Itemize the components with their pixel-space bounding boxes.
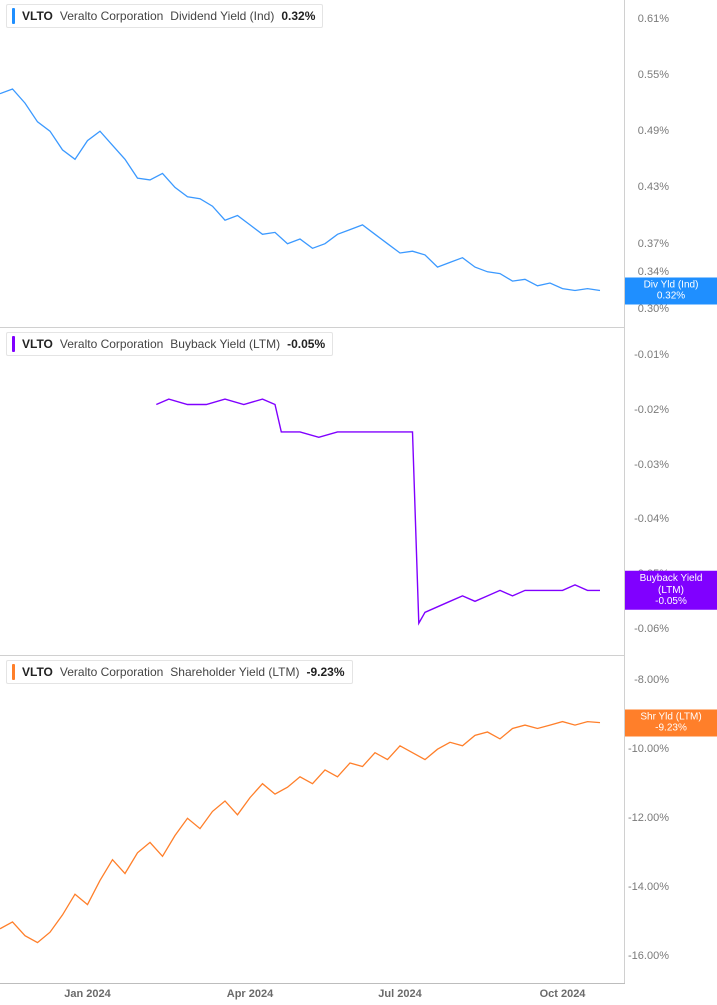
y-tick: -12.00% — [627, 812, 669, 824]
y-tick: 0.34% — [627, 266, 669, 278]
x-tick: Apr 2024 — [227, 988, 273, 1000]
panel-buyback[interactable]: -0.01% -0.02% -0.03% -0.04% -0.05% -0.06% Buyb… — [0, 328, 717, 656]
flag-value: 0.32% — [629, 291, 713, 303]
x-tick: Jan 2024 — [64, 988, 110, 1000]
y-tick: 0.30% — [627, 303, 669, 315]
legend-color-bar — [12, 8, 15, 24]
plot-dividend — [0, 0, 625, 328]
panel-shareholder[interactable]: -8.00% -10.00% -12.00% -14.00% -16.00% Shr Yl… — [0, 656, 717, 984]
y-tick: 0.49% — [627, 125, 669, 137]
legend-metric: Buyback Yield (LTM) — [170, 337, 280, 351]
flag-title: Div Yld (Ind) — [629, 279, 713, 291]
plot-shareholder — [0, 656, 625, 984]
value-flag-buyback: Buyback Yield (LTM)-0.05% — [625, 571, 717, 610]
flag-title: Shr Yld (LTM) — [629, 711, 713, 723]
legend-company: Veralto Corporation — [60, 665, 163, 679]
y-tick: -0.02% — [627, 404, 669, 416]
legend-buyback[interactable]: VLTO Veralto Corporation Buyback Yield (LT… — [6, 332, 333, 356]
y-tick: -8.00% — [627, 674, 669, 686]
y-tick: -16.00% — [627, 950, 669, 962]
y-tick: -0.04% — [627, 513, 669, 525]
legend-ticker: VLTO — [22, 337, 53, 351]
series-line — [156, 399, 600, 623]
value-flag-dividend: Div Yld (Ind)0.32% — [625, 277, 717, 304]
legend-value: -9.23% — [306, 665, 344, 679]
legend-company: Veralto Corporation — [60, 9, 163, 23]
y-tick: -10.00% — [627, 743, 669, 755]
legend-ticker: VLTO — [22, 665, 53, 679]
y-tick: -0.03% — [627, 459, 669, 471]
y-tick: -0.06% — [627, 623, 669, 635]
y-tick: -0.01% — [627, 349, 669, 361]
x-tick: Oct 2024 — [540, 988, 586, 1000]
legend-value: -0.05% — [287, 337, 325, 351]
x-axis: Jan 2024 Apr 2024 Jul 2024 Oct 2024 — [0, 983, 625, 1005]
legend-metric: Shareholder Yield (LTM) — [170, 665, 299, 679]
legend-color-bar — [12, 336, 15, 352]
flag-title: Buyback Yield (LTM) — [629, 573, 713, 596]
y-tick: -14.00% — [627, 881, 669, 893]
legend-color-bar — [12, 664, 15, 680]
value-flag-shareholder: Shr Yld (LTM)-9.23% — [625, 709, 717, 736]
chart-container: 0.61%0.55%0.49%0.43%0.37%0.34%0.30%Div Y… — [0, 0, 717, 1005]
y-tick: 0.43% — [627, 181, 669, 193]
y-tick: 0.37% — [627, 238, 669, 250]
y-tick: 0.55% — [627, 69, 669, 81]
plot-buyback — [0, 328, 625, 656]
series-line — [0, 89, 600, 291]
legend-company: Veralto Corporation — [60, 337, 163, 351]
y-tick: 0.61% — [627, 13, 669, 25]
x-tick: Jul 2024 — [378, 988, 421, 1000]
panel-dividend[interactable]: 0.61%0.55%0.49%0.43%0.37%0.34%0.30%Div Y… — [0, 0, 717, 328]
legend-dividend[interactable]: VLTO Veralto Corporation Dividend Yield (I… — [6, 4, 323, 28]
flag-value: -0.05% — [629, 596, 713, 608]
legend-ticker: VLTO — [22, 9, 53, 23]
flag-value: -9.23% — [629, 723, 713, 735]
series-line — [0, 722, 600, 943]
legend-shareholder[interactable]: VLTO Veralto Corporation Shareholder Yield… — [6, 660, 353, 684]
legend-metric: Dividend Yield (Ind) — [170, 9, 274, 23]
legend-value: 0.32% — [281, 9, 315, 23]
